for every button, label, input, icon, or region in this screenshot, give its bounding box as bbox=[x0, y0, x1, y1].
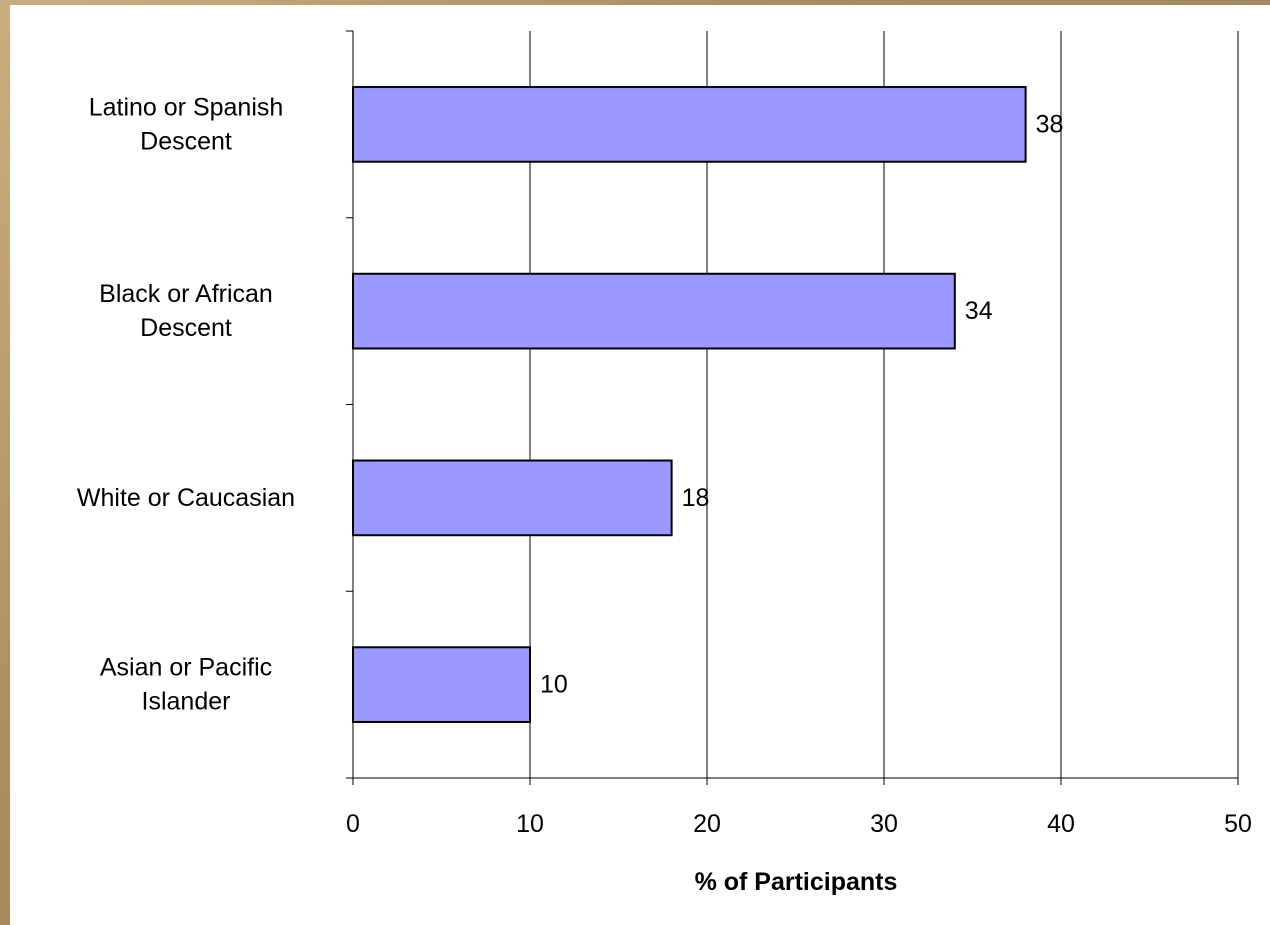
bar-1 bbox=[352, 272, 956, 350]
x-tick-label: 20 bbox=[693, 810, 721, 838]
data-label-1: 34 bbox=[965, 297, 993, 325]
data-label-2: 18 bbox=[682, 484, 710, 512]
x-tick-label: 0 bbox=[346, 810, 360, 838]
x-tick-label: 40 bbox=[1047, 810, 1075, 838]
bar-3 bbox=[352, 646, 531, 723]
x-axis-title: % of Participants bbox=[695, 868, 898, 896]
category-label-3: Asian or Pacific Islander bbox=[100, 654, 272, 716]
category-label-2: White or Caucasian bbox=[77, 484, 295, 512]
data-label-3: 10 bbox=[540, 671, 568, 699]
bar-2 bbox=[352, 459, 673, 537]
category-label-0: Latino or Spanish Descent bbox=[89, 93, 284, 155]
labels: 0 10 20 30 40 50 38 Latino or Spanish Descent 34 B… bbox=[77, 93, 1252, 838]
x-tick-label: 30 bbox=[870, 810, 898, 838]
x-tick-label: 50 bbox=[1224, 810, 1252, 838]
data-label-0: 38 bbox=[1036, 110, 1064, 138]
x-tick-label: 10 bbox=[516, 810, 544, 838]
bars bbox=[352, 86, 1027, 723]
category-label-1: Black or African Descent bbox=[99, 280, 273, 342]
bar-0 bbox=[352, 86, 1027, 163]
